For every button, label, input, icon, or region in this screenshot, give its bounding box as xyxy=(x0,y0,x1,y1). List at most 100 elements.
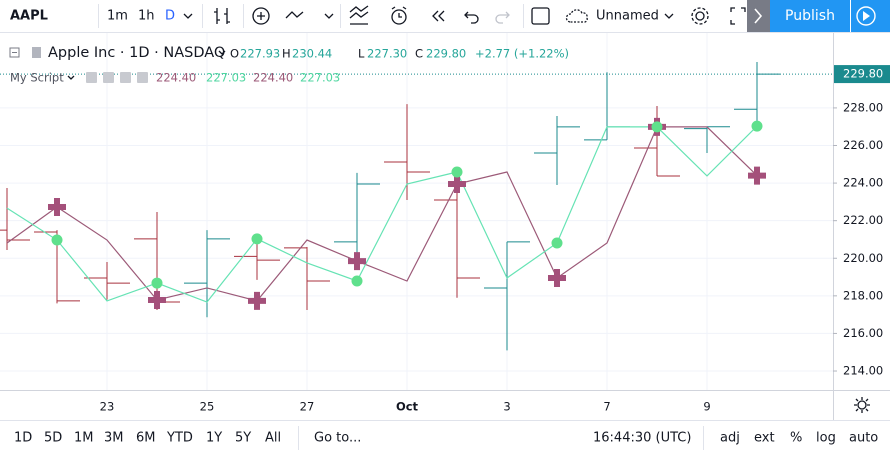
range-button[interactable]: 1D xyxy=(14,431,32,446)
indicators-plus xyxy=(257,12,265,20)
script-title: My Script xyxy=(10,71,64,85)
compare-menu[interactable] xyxy=(324,13,334,19)
publish-button[interactable] xyxy=(770,0,850,32)
replay[interactable] xyxy=(432,10,445,22)
collapse-legend[interactable] xyxy=(9,47,20,58)
script-menu[interactable] xyxy=(67,75,75,80)
circle-marker xyxy=(651,121,663,133)
ohlc-bar xyxy=(734,62,780,122)
ohlc-key: H xyxy=(282,47,291,61)
cloud xyxy=(565,9,588,23)
script-value: 224.40 xyxy=(156,71,196,85)
range-button[interactable]: 6M xyxy=(136,431,156,446)
scale-option[interactable]: adj xyxy=(720,431,740,446)
ohlc-value: 227.93 xyxy=(240,47,280,61)
x-tick-label: 9 xyxy=(703,400,710,414)
publish-label: Publish xyxy=(785,8,835,24)
range-button[interactable]: 5D xyxy=(44,431,62,446)
ohlc-bar xyxy=(684,126,730,154)
ohlc-value: 229.80 xyxy=(426,47,466,61)
y-tick-label: 228.00 xyxy=(843,100,883,114)
y-tick-label: 214.00 xyxy=(843,364,883,378)
cross-marker xyxy=(348,252,366,271)
x-tick-label: 27 xyxy=(300,400,315,414)
cross-marker xyxy=(748,166,766,185)
interval-menu[interactable] xyxy=(183,13,193,19)
scale-option[interactable]: auto xyxy=(849,431,878,446)
layout-name[interactable]: Unnamed xyxy=(596,9,659,24)
symbol-icon xyxy=(32,47,41,58)
plot-area xyxy=(0,33,833,390)
range-button[interactable]: YTD xyxy=(166,431,193,446)
symbol[interactable]: AAPL xyxy=(10,9,48,24)
circle-marker xyxy=(51,234,63,246)
bottom-bar: 1D 5D 1M 3M 6M YTD 1Y 5Y All Go to... 16:44:30 (UT… xyxy=(14,426,878,450)
circle-marker xyxy=(751,120,763,132)
axis-settings[interactable] xyxy=(857,400,867,410)
interval[interactable]: 1m xyxy=(107,9,128,24)
script-settings[interactable] xyxy=(103,72,114,83)
select-layout[interactable] xyxy=(531,7,550,25)
collapse-arrow xyxy=(754,8,763,24)
undo[interactable] xyxy=(464,11,479,24)
chart-type[interactable] xyxy=(214,8,230,24)
scale-option[interactable]: log xyxy=(816,431,836,446)
range-button[interactable]: 5Y xyxy=(235,431,251,446)
goto-button[interactable]: Go to... xyxy=(314,431,361,446)
ohlc-bar xyxy=(534,115,580,185)
collapse[interactable] xyxy=(747,0,770,32)
x-tick-label: Oct xyxy=(396,400,419,414)
indicator-line xyxy=(6,125,758,303)
range-button[interactable]: 3M xyxy=(104,431,124,446)
ohlc-bar xyxy=(484,241,530,351)
scale-option[interactable]: % xyxy=(790,431,802,446)
x-tick-label: 25 xyxy=(200,400,215,414)
axis-settings-teeth xyxy=(854,397,870,413)
clock: 16:44:30 (UTC) xyxy=(593,431,691,446)
layout-menu[interactable] xyxy=(664,13,674,19)
cross-marker xyxy=(448,175,466,194)
change: +2.77 (+1.22%) xyxy=(475,47,569,61)
range-button[interactable]: 1M xyxy=(74,431,94,446)
last-price-label: 229.80 xyxy=(843,67,883,81)
interval-active[interactable]: D xyxy=(165,9,175,24)
fullscreen[interactable] xyxy=(730,7,746,25)
indicators[interactable] xyxy=(252,7,270,25)
redo[interactable] xyxy=(495,11,510,24)
series-menu[interactable] xyxy=(218,50,226,55)
circle-marker xyxy=(551,237,563,249)
y-tick-label: 222.00 xyxy=(843,213,883,227)
templates[interactable] xyxy=(349,5,369,25)
series-title: Apple Inc · 1D · NASDAQ xyxy=(48,45,225,61)
ohlc-bar xyxy=(0,187,30,250)
toolbar xyxy=(0,0,890,32)
scale-option[interactable]: ext xyxy=(754,431,775,446)
alert[interactable] xyxy=(391,9,407,25)
y-tick-label: 226.00 xyxy=(843,138,883,152)
ohlc-bar xyxy=(284,246,330,310)
ohlc-bar xyxy=(434,172,480,298)
range-button[interactable]: 1Y xyxy=(206,431,222,446)
circle-marker xyxy=(351,275,363,287)
range-button[interactable]: All xyxy=(265,431,281,446)
ohlc-bar xyxy=(634,106,680,177)
ohlc-bar xyxy=(384,104,430,200)
settings[interactable] xyxy=(695,11,705,21)
circle-marker xyxy=(451,166,463,178)
cross-marker xyxy=(148,290,166,309)
script-visibility[interactable] xyxy=(86,72,97,83)
ohlc-bar xyxy=(184,230,230,318)
script-source[interactable] xyxy=(120,72,131,83)
ohlc-key: O xyxy=(230,47,239,61)
circle-marker xyxy=(151,277,163,289)
ohlc-bar xyxy=(334,172,380,263)
interval[interactable]: 1h xyxy=(138,9,155,24)
cross-marker xyxy=(48,197,66,216)
script-remove[interactable] xyxy=(137,72,148,83)
script-buttons xyxy=(86,72,148,83)
cross-marker xyxy=(248,291,266,310)
compare[interactable] xyxy=(285,11,304,19)
x-tick-label: 3 xyxy=(503,400,510,414)
y-tick-label: 216.00 xyxy=(843,326,883,340)
